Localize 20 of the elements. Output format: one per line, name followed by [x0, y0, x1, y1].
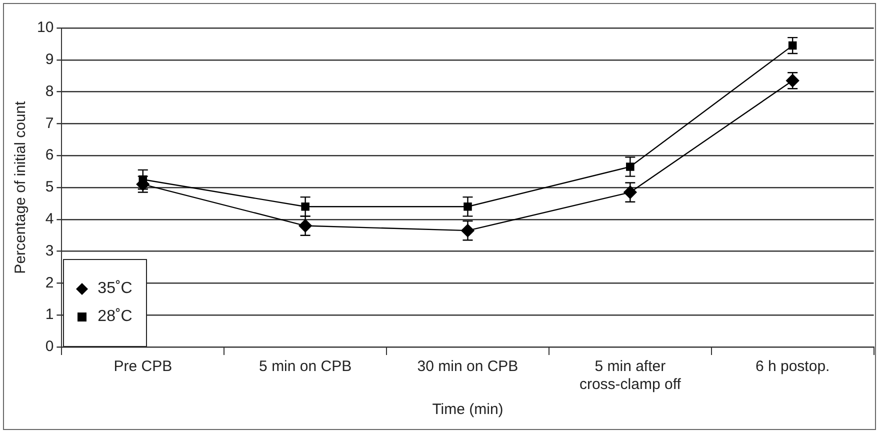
- x-tick-label: 5 min after cross-clamp off: [579, 358, 682, 394]
- y-tick-label: 6: [45, 146, 54, 164]
- y-tick-label: 10: [36, 19, 54, 36]
- y-tick-label: 0: [45, 338, 54, 356]
- y-tick-label: 7: [45, 114, 54, 132]
- legend-label: 28˚C: [98, 308, 132, 326]
- y-tick-label: 4: [45, 210, 54, 228]
- x-tick-label: 30 min on CPB: [417, 358, 518, 376]
- x-axis-title: Time (min): [432, 401, 504, 418]
- y-tick-label: 9: [45, 51, 54, 68]
- x-tick-label: Pre CPB: [114, 358, 172, 376]
- legend-label: 35˚C: [98, 280, 132, 298]
- y-tick-label: 1: [45, 306, 54, 324]
- y-tick-label: 8: [45, 82, 54, 100]
- x-tick-label: 5 min on CPB: [259, 358, 352, 376]
- y-tick-label: 2: [45, 274, 54, 292]
- y-tick-label: 3: [45, 242, 54, 260]
- y-tick-label: 5: [45, 178, 54, 196]
- y-axis-title: Percentage of initial count: [12, 100, 30, 274]
- x-tick-label: 6 h postop.: [755, 358, 830, 376]
